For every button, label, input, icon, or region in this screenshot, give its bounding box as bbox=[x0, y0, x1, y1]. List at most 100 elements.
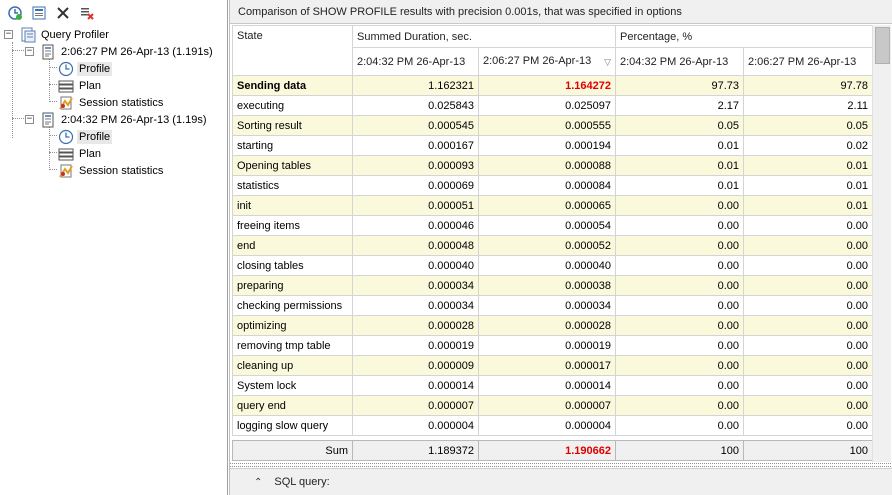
table-row[interactable]: optimizing 0.000028 0.000028 0.00 0.00 bbox=[232, 315, 872, 336]
comparison-panel: Comparison of SHOW PROFILE results with … bbox=[229, 0, 892, 495]
cell-percentage-session-1: 0.00 bbox=[743, 415, 872, 436]
cell-state: Sorting result bbox=[232, 115, 353, 136]
cell-duration-session-1: 0.000034 bbox=[478, 295, 616, 316]
cell-duration-session-2: 1.162321 bbox=[352, 75, 479, 96]
cell-percentage-session-1: 0.01 bbox=[743, 175, 872, 196]
cell-duration-session-1: 0.000028 bbox=[478, 315, 616, 336]
cell-duration-session-2: 0.000019 bbox=[352, 335, 479, 356]
cell-duration-session-1: 0.000040 bbox=[478, 255, 616, 276]
clear-icon[interactable] bbox=[78, 4, 96, 22]
cell-percentage-session-2: 0.00 bbox=[615, 275, 744, 296]
session-2-plan-label: Plan bbox=[79, 147, 102, 160]
table-row[interactable]: starting 0.000167 0.000194 0.01 0.02 bbox=[232, 135, 872, 156]
cell-percentage-session-1: 0.01 bbox=[743, 195, 872, 216]
column-header-state[interactable]: State bbox=[232, 25, 353, 76]
table-row[interactable]: executing 0.025843 0.025097 2.17 2.11 bbox=[232, 95, 872, 116]
cell-duration-session-2: 0.000034 bbox=[352, 275, 479, 296]
cell-state: Opening tables bbox=[232, 155, 353, 176]
table-row[interactable]: closing tables 0.000040 0.000040 0.00 0.00 bbox=[232, 255, 872, 276]
column-header-percentage-session-1[interactable]: 2:06:27 PM 26-Apr-13 bbox=[743, 47, 872, 76]
summary-label: Sum bbox=[232, 440, 353, 461]
cell-duration-session-2: 0.000051 bbox=[352, 195, 479, 216]
cell-duration-session-2: 0.000014 bbox=[352, 375, 479, 396]
cell-duration-session-2: 0.000009 bbox=[352, 355, 479, 376]
table-row[interactable]: statistics 0.000069 0.000084 0.01 0.01 bbox=[232, 175, 872, 196]
table-row[interactable]: logging slow query 0.000004 0.000004 0.00 0.… bbox=[232, 415, 872, 436]
table-row[interactable]: freeing items 0.000046 0.000054 0.00 0.00 bbox=[232, 215, 872, 236]
cell-duration-session-1: 0.000194 bbox=[478, 135, 616, 156]
table-row[interactable]: cleaning up 0.000009 0.000017 0.00 0.00 bbox=[232, 355, 872, 376]
table-row[interactable]: checking permissions 0.000034 0.000034 0.00… bbox=[232, 295, 872, 316]
column-header-duration-session-1-label: 2:06:27 PM 26-Apr-13 bbox=[483, 55, 592, 67]
table-row[interactable]: Sorting result 0.000545 0.000555 0.05 0.05 bbox=[232, 115, 872, 136]
cell-state: removing tmp table bbox=[232, 335, 353, 356]
tree-session-1-statistics[interactable]: Session statistics bbox=[58, 94, 165, 111]
new-profile-icon[interactable] bbox=[6, 4, 24, 22]
tree-session-2-statistics[interactable]: Session statistics bbox=[58, 162, 165, 179]
cell-percentage-session-2: 0.00 bbox=[615, 395, 744, 416]
profile-clock-icon bbox=[58, 129, 74, 144]
query-profiler-icon bbox=[21, 27, 36, 42]
cell-percentage-session-2: 0.00 bbox=[615, 375, 744, 396]
cell-duration-session-2: 0.000545 bbox=[352, 115, 479, 136]
column-header-duration-session-1[interactable]: 2:06:27 PM 26-Apr-13 ▽ bbox=[478, 47, 616, 76]
cell-percentage-session-1: 0.00 bbox=[743, 295, 872, 316]
cell-percentage-session-1: 0.00 bbox=[743, 315, 872, 336]
cell-state: starting bbox=[232, 135, 353, 156]
cell-duration-session-2: 0.000046 bbox=[352, 215, 479, 236]
column-header-percentage-session-2[interactable]: 2:04:32 PM 26-Apr-13 bbox=[615, 47, 744, 76]
table-row[interactable]: System lock 0.000014 0.000014 0.00 0.00 bbox=[232, 375, 872, 396]
panel-splitter[interactable] bbox=[230, 463, 892, 467]
cell-state: System lock bbox=[232, 375, 353, 396]
cell-percentage-session-2: 0.00 bbox=[615, 195, 744, 216]
column-header-percentage[interactable]: Percentage, % bbox=[615, 25, 872, 48]
tree-session-2[interactable]: 2:04:32 PM 26-Apr-13 (1.19s) bbox=[40, 111, 209, 128]
delete-icon[interactable] bbox=[54, 4, 72, 22]
profile-grid[interactable]: State Summed Duration, sec. Percentage, … bbox=[232, 25, 872, 462]
tree-session-1-plan[interactable]: Plan bbox=[58, 77, 103, 94]
cell-percentage-session-1: 0.01 bbox=[743, 155, 872, 176]
chevron-up-icon[interactable]: ⌃ bbox=[254, 476, 263, 488]
cell-percentage-session-1: 2.11 bbox=[743, 95, 872, 116]
tree-session-2-plan[interactable]: Plan bbox=[58, 145, 103, 162]
grid-vertical-scrollbar[interactable] bbox=[872, 25, 891, 462]
cell-duration-session-1: 0.000014 bbox=[478, 375, 616, 396]
tree-session-2-profile[interactable]: Profile bbox=[58, 128, 113, 145]
session-2-collapse-toggle[interactable]: − bbox=[25, 114, 34, 124]
cell-percentage-session-1: 97.78 bbox=[743, 75, 872, 96]
compare-icon[interactable] bbox=[30, 4, 48, 22]
cell-percentage-session-2: 0.00 bbox=[615, 335, 744, 356]
cell-percentage-session-1: 0.02 bbox=[743, 135, 872, 156]
cell-state: freeing items bbox=[232, 215, 353, 236]
root-collapse-toggle[interactable]: − bbox=[4, 29, 13, 39]
session-1-collapse-toggle[interactable]: − bbox=[25, 46, 34, 56]
table-row[interactable]: end 0.000048 0.000052 0.00 0.00 bbox=[232, 235, 872, 256]
column-header-duration[interactable]: Summed Duration, sec. bbox=[352, 25, 616, 48]
cell-duration-session-2: 0.000040 bbox=[352, 255, 479, 276]
column-header-duration-session-2[interactable]: 2:04:32 PM 26-Apr-13 bbox=[352, 47, 479, 76]
table-row[interactable]: removing tmp table 0.000019 0.000019 0.00 0.… bbox=[232, 335, 872, 356]
grid-scrollbar-thumb[interactable] bbox=[875, 27, 890, 64]
cell-state: logging slow query bbox=[232, 415, 353, 436]
cell-duration-session-1: 0.000065 bbox=[478, 195, 616, 216]
cell-duration-session-1: 0.000007 bbox=[478, 395, 616, 416]
tree-session-1-profile[interactable]: Profile bbox=[58, 60, 113, 77]
cell-percentage-session-2: 0.05 bbox=[615, 115, 744, 136]
table-row[interactable]: query end 0.000007 0.000007 0.00 0.00 bbox=[232, 395, 872, 416]
table-row[interactable]: preparing 0.000034 0.000038 0.00 0.00 bbox=[232, 275, 872, 296]
cell-duration-session-1: 0.000084 bbox=[478, 175, 616, 196]
tree-root-query-profiler[interactable]: Query Profiler bbox=[20, 26, 111, 43]
sort-descending-icon: ▽ bbox=[604, 57, 611, 67]
table-row[interactable]: Opening tables 0.000093 0.000088 0.01 0.01 bbox=[232, 155, 872, 176]
table-row[interactable]: Sending data 1.162321 1.164272 97.73 97.78 bbox=[232, 75, 872, 96]
session-1-label: 2:06:27 PM 26-Apr-13 (1.191s) bbox=[61, 45, 213, 58]
cell-duration-session-1: 0.000088 bbox=[478, 155, 616, 176]
summary-duration-session-1: 1.190662 bbox=[478, 440, 616, 461]
cell-state: executing bbox=[232, 95, 353, 116]
cell-state: closing tables bbox=[232, 255, 353, 276]
session-statistics-icon bbox=[59, 164, 73, 178]
tree-session-1[interactable]: 2:06:27 PM 26-Apr-13 (1.191s) bbox=[40, 43, 215, 60]
cell-state: cleaning up bbox=[232, 355, 353, 376]
sql-query-bar[interactable]: ⌃ SQL query: bbox=[230, 468, 892, 495]
table-row[interactable]: init 0.000051 0.000065 0.00 0.01 bbox=[232, 195, 872, 216]
